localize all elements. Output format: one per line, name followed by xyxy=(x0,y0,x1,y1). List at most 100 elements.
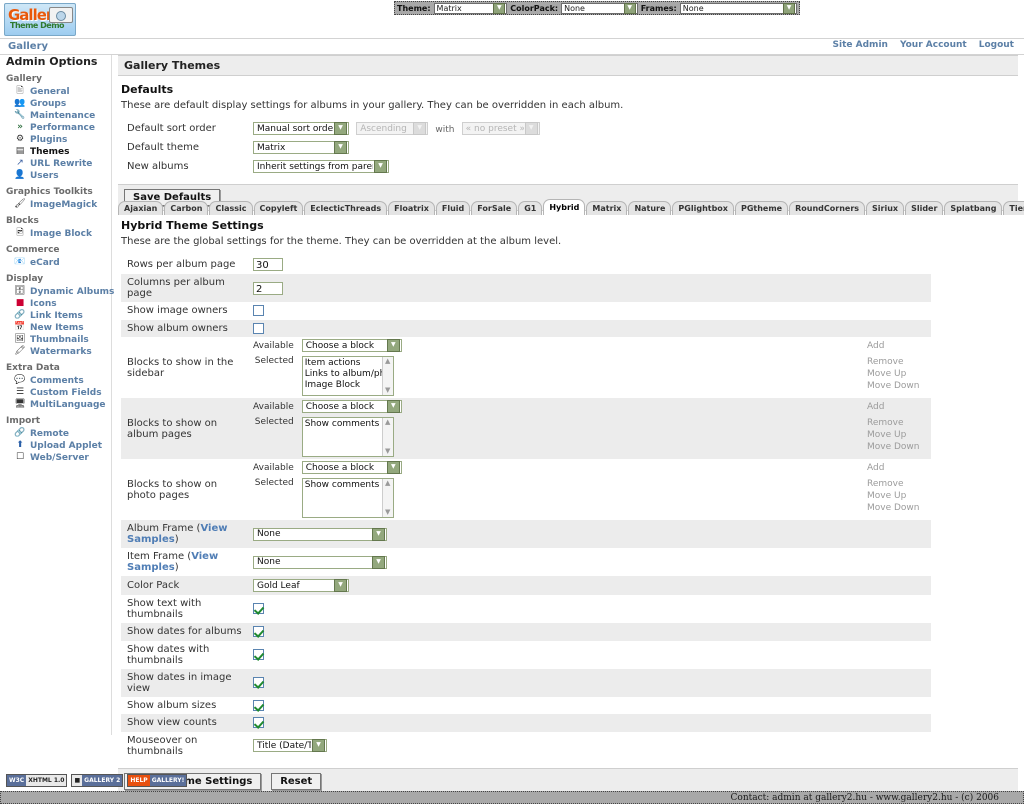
reset-button[interactable]: Reset xyxy=(271,772,322,790)
sidebar-item-plugins[interactable]: ⚙ Plugins xyxy=(14,134,112,145)
tab-pgtheme[interactable]: PGtheme xyxy=(734,201,789,215)
blocks-photo-remove-button[interactable]: Remove xyxy=(867,479,904,489)
scrollbar[interactable]: ▲ ▼ xyxy=(381,479,393,517)
sidebar-item-comments[interactable]: 💬 Comments xyxy=(14,375,112,386)
sidebar-item-users[interactable]: 👤 Users xyxy=(14,170,112,181)
sidebar-item-new-items[interactable]: 📅 New Items xyxy=(14,322,112,333)
w3c-xhtml-badge[interactable]: W3C XHTML 1.0 xyxy=(6,774,68,787)
tab-matrix[interactable]: Matrix xyxy=(586,201,628,215)
logout-link[interactable]: Logout xyxy=(978,40,1014,50)
blocks-sidebar-selected-listbox[interactable]: Item actions Links to album/photo peers … xyxy=(301,356,394,396)
list-item[interactable]: Show comments xyxy=(304,419,380,429)
sidebar-item-general[interactable]: 🖹 General xyxy=(14,86,112,97)
mouseover-select[interactable]: Title (Date/Time) ▼ xyxy=(253,739,327,752)
your-account-link[interactable]: Your Account xyxy=(899,40,967,50)
sidebar-item-multilanguage[interactable]: 🖥 MultiLanguage xyxy=(14,399,112,410)
blocks-sidebar-remove-button[interactable]: Remove xyxy=(867,357,904,367)
sidebar-item-upload-applet[interactable]: ⬆ Upload Applet xyxy=(14,440,112,451)
site-admin-link[interactable]: Site Admin xyxy=(832,40,888,50)
blocks-photo-move-up-button[interactable]: Move Up xyxy=(867,491,907,501)
show-album-sizes-checkbox[interactable] xyxy=(253,699,264,711)
sidebar-item-icons[interactable]: ■ Icons xyxy=(14,298,112,309)
list-item[interactable]: Item actions xyxy=(304,358,361,368)
blocks-photo-move-down-button[interactable]: Move Down xyxy=(867,503,920,513)
sidebar-item-dynamic-albums[interactable]: 🗄 Dynamic Albums xyxy=(14,286,114,297)
album-frame-view-samples-link[interactable]: View Samples xyxy=(127,523,228,545)
album-frame-select[interactable]: None ▼ xyxy=(253,527,387,541)
theme-switcher-colorpack-select[interactable]: None ▼ xyxy=(561,2,638,14)
sidebar-item-imagemagick[interactable]: 🖌 ImageMagick xyxy=(14,199,112,210)
blocks-sidebar-available-select[interactable]: Choose a block ▼ xyxy=(301,339,402,352)
tab-floatrix[interactable]: Floatrix xyxy=(388,201,435,215)
sidebar-item-thumbnails[interactable]: 🖼 Thumbnails xyxy=(14,334,112,345)
blocks-album-add-button[interactable]: Add xyxy=(867,401,885,412)
sidebar-item-remote[interactable]: 🔗 Remote xyxy=(14,428,112,439)
show-text-checkbox[interactable] xyxy=(253,603,264,615)
tab-nature[interactable]: Nature xyxy=(628,201,672,215)
tab-copyleft[interactable]: Copyleft xyxy=(253,201,304,215)
tab-carbon[interactable]: Carbon xyxy=(164,201,209,215)
theme-switcher-theme-select[interactable]: Matrix ▼ xyxy=(433,2,508,14)
scroll-down-icon[interactable]: ▼ xyxy=(385,447,391,455)
scrollbar[interactable]: ▲ ▼ xyxy=(381,418,393,456)
help-gallery-badge[interactable]: HELP GALLERY! xyxy=(127,774,188,787)
list-item[interactable]: Image Block xyxy=(304,380,361,390)
sort-direction-select[interactable]: Ascending ▼ xyxy=(356,122,429,135)
tab-roundcorners[interactable]: RoundCorners xyxy=(789,201,866,215)
color-pack-select[interactable]: Gold Leaf ▼ xyxy=(253,579,349,592)
new-albums-select[interactable]: Inherit settings from parent album ▼ xyxy=(253,160,389,173)
scroll-up-icon[interactable]: ▲ xyxy=(385,418,391,426)
tab-slider[interactable]: Slider xyxy=(905,201,944,215)
tab-pglightbox[interactable]: PGlightbox xyxy=(672,201,734,215)
show-view-counts-checkbox[interactable] xyxy=(253,717,264,728)
sidebar-item-web-server[interactable]: ☐ Web/Server xyxy=(14,452,112,463)
list-item[interactable]: Links to album/photo peers xyxy=(304,369,382,379)
sidebar-item-groups[interactable]: 👥 Groups xyxy=(14,98,112,109)
sidebar-item-watermarks[interactable]: 🖍 Watermarks xyxy=(14,346,112,357)
sidebar-item-custom-fields[interactable]: ☰ Custom Fields xyxy=(14,387,112,398)
theme-switcher-frames-select[interactable]: None ▼ xyxy=(679,2,798,14)
tab-splatbang[interactable]: Splatbang xyxy=(944,201,1003,215)
default-sort-order-select[interactable]: Manual sort order ▼ xyxy=(253,122,349,135)
scroll-down-icon[interactable]: ▼ xyxy=(385,508,391,516)
tab-siriux[interactable]: Siriux xyxy=(866,201,905,215)
tab-g1[interactable]: G1 xyxy=(518,201,543,215)
blocks-sidebar-move-up-button[interactable]: Move Up xyxy=(867,369,907,379)
scrollbar[interactable]: ▲ ▼ xyxy=(381,357,393,395)
sidebar-item-performance[interactable]: » Performance xyxy=(14,122,112,133)
rows-per-page-input[interactable]: 30 xyxy=(253,258,283,271)
sidebar-item-themes[interactable]: ▤ Themes xyxy=(14,146,112,157)
columns-per-page-input[interactable]: 2 xyxy=(253,281,283,295)
breadcrumb[interactable]: Gallery xyxy=(8,41,49,52)
blocks-album-remove-button[interactable]: Remove xyxy=(867,418,904,428)
scroll-down-icon[interactable]: ▼ xyxy=(385,386,391,394)
gallery2-badge[interactable]: ■ GALLERY 2 xyxy=(71,774,124,787)
tab-forsale[interactable]: ForSale xyxy=(471,201,518,215)
blocks-album-move-down-button[interactable]: Move Down xyxy=(867,442,920,452)
show-dates-albums-checkbox[interactable] xyxy=(253,626,264,637)
blocks-album-move-up-button[interactable]: Move Up xyxy=(867,430,907,440)
sidebar-item-link-items[interactable]: 🔗 Link Items xyxy=(14,310,112,321)
gallery-logo[interactable]: Gallery Theme Demo xyxy=(4,3,76,36)
scroll-up-icon[interactable]: ▲ xyxy=(385,479,391,487)
sidebar-item-url-rewrite[interactable]: ↗ URL Rewrite xyxy=(14,158,112,169)
blocks-album-available-select[interactable]: Choose a block ▼ xyxy=(301,400,402,413)
tab-classic[interactable]: Classic xyxy=(209,201,253,215)
list-item[interactable]: Show comments xyxy=(304,480,380,490)
show-image-owners-checkbox[interactable] xyxy=(253,305,264,316)
sidebar-item-ecard[interactable]: 📧 eCard xyxy=(14,257,112,268)
scroll-up-icon[interactable]: ▲ xyxy=(385,357,391,365)
item-frame-select[interactable]: None ▼ xyxy=(253,555,387,569)
sort-preset-select[interactable]: « no preset » ▼ xyxy=(461,122,540,135)
tab-ajaxian[interactable]: Ajaxian xyxy=(118,201,164,215)
show-dates-thumbs-checkbox[interactable] xyxy=(253,648,264,660)
blocks-photo-selected-listbox[interactable]: Show comments ▲ ▼ xyxy=(301,478,394,518)
blocks-photo-available-select[interactable]: Choose a block ▼ xyxy=(301,461,402,474)
show-dates-image-checkbox[interactable] xyxy=(253,676,264,688)
blocks-sidebar-add-button[interactable]: Add xyxy=(867,340,885,351)
tab-tien[interactable]: Tien xyxy=(1003,201,1024,215)
tab-fluid[interactable]: Fluid xyxy=(435,201,471,215)
sidebar-item-image-block[interactable]: 🖻 Image Block xyxy=(14,228,112,239)
show-album-owners-checkbox[interactable] xyxy=(253,322,264,334)
default-theme-select[interactable]: Matrix ▼ xyxy=(253,141,349,154)
